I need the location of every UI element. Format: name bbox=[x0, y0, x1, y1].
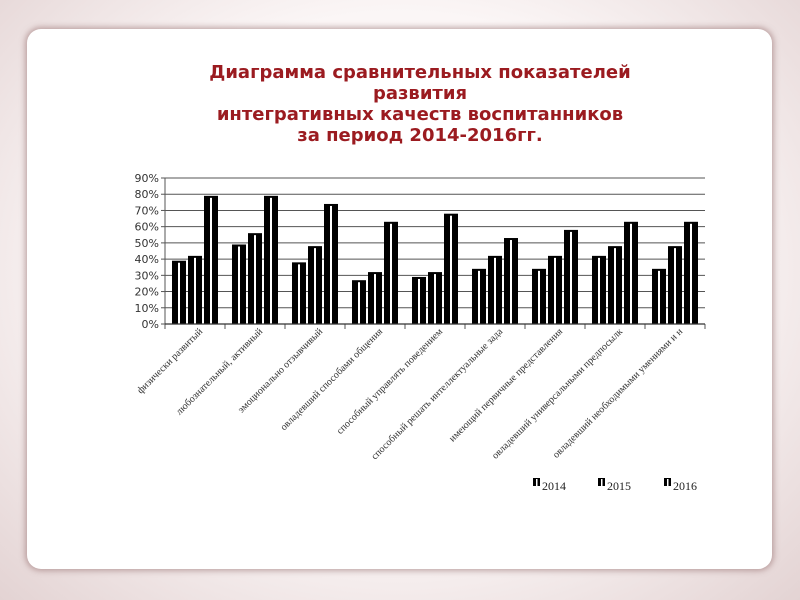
legend-label: 2016 bbox=[673, 479, 697, 493]
chart-title-line: за период 2014-2016гг. bbox=[297, 125, 543, 146]
bar-stripe bbox=[478, 270, 480, 324]
chart-title-line: развития bbox=[372, 83, 468, 104]
bar-stripe bbox=[658, 270, 660, 324]
bar-stripe bbox=[598, 257, 600, 324]
bar-stripe bbox=[570, 231, 572, 324]
x-tick-label: физически развитый bbox=[135, 326, 205, 396]
legend-swatch-stripe bbox=[601, 479, 603, 486]
slide-panel bbox=[27, 29, 772, 569]
x-tick-label: овладевший универсальными предпосылк bbox=[490, 326, 625, 461]
x-tick-label: способный управлять поведением bbox=[335, 326, 446, 437]
y-tick-label: 90% bbox=[135, 172, 159, 185]
y-tick-label: 70% bbox=[135, 204, 159, 217]
bar-stripe bbox=[554, 257, 556, 324]
chart-title-line: интегративных качеств воспитанников bbox=[216, 104, 624, 125]
bar-stripe bbox=[538, 270, 540, 324]
x-tick-label: овладевший необходимыми умениями и н bbox=[551, 326, 686, 461]
bar-stripe bbox=[314, 248, 316, 324]
y-axis: 0% 10% 20% 30% 40% 50% 60% 70% 80% 90% bbox=[135, 172, 166, 331]
chart-title: Диаграмма сравнительных показателей разв… bbox=[0, 62, 800, 146]
bar-stripe bbox=[358, 282, 360, 324]
legend-swatch-stripe bbox=[667, 479, 669, 486]
y-tick-label: 20% bbox=[135, 286, 159, 299]
legend-label: 2015 bbox=[607, 479, 631, 493]
x-tick-label: овладевший способами общения bbox=[278, 326, 385, 433]
bar-stripe bbox=[178, 262, 180, 324]
legend-swatch-stripe bbox=[536, 479, 538, 486]
bar-stripe bbox=[450, 215, 452, 324]
y-tick-label: 80% bbox=[135, 188, 159, 201]
x-tick-label: способный решать интеллектуальные зада bbox=[369, 326, 505, 462]
y-tick-label: 10% bbox=[135, 302, 159, 315]
legend-label: 2014 bbox=[542, 479, 566, 493]
bar-stripe bbox=[270, 197, 272, 324]
bar-stripe bbox=[418, 278, 420, 324]
bar-stripe bbox=[194, 257, 196, 324]
bar-stripe bbox=[238, 246, 240, 324]
x-tick-label: имеющий первичные представления bbox=[447, 326, 565, 444]
bar-stripe bbox=[510, 240, 512, 324]
y-tick-label: 60% bbox=[135, 221, 159, 234]
bar-stripe bbox=[390, 223, 392, 324]
legend: 2014 2015 2016 bbox=[533, 478, 697, 493]
bars bbox=[172, 195, 698, 324]
y-tick-label: 0% bbox=[142, 318, 159, 331]
bar-stripe bbox=[298, 264, 300, 324]
y-tick-label: 50% bbox=[135, 237, 159, 250]
chart-title-line: Диаграмма сравнительных показателей bbox=[209, 62, 631, 83]
bar-stripe bbox=[374, 274, 376, 324]
bar-stripe bbox=[690, 223, 692, 324]
y-tick-label: 40% bbox=[135, 253, 159, 266]
bar-stripe bbox=[630, 223, 632, 324]
bar-stripe bbox=[434, 274, 436, 324]
bar-stripe bbox=[210, 197, 212, 324]
bar-stripe bbox=[494, 257, 496, 324]
bar-stripe bbox=[330, 205, 332, 324]
bar-stripe bbox=[254, 235, 256, 324]
bar-stripe bbox=[674, 248, 676, 324]
y-tick-label: 30% bbox=[135, 269, 159, 282]
bar-stripe bbox=[614, 248, 616, 324]
